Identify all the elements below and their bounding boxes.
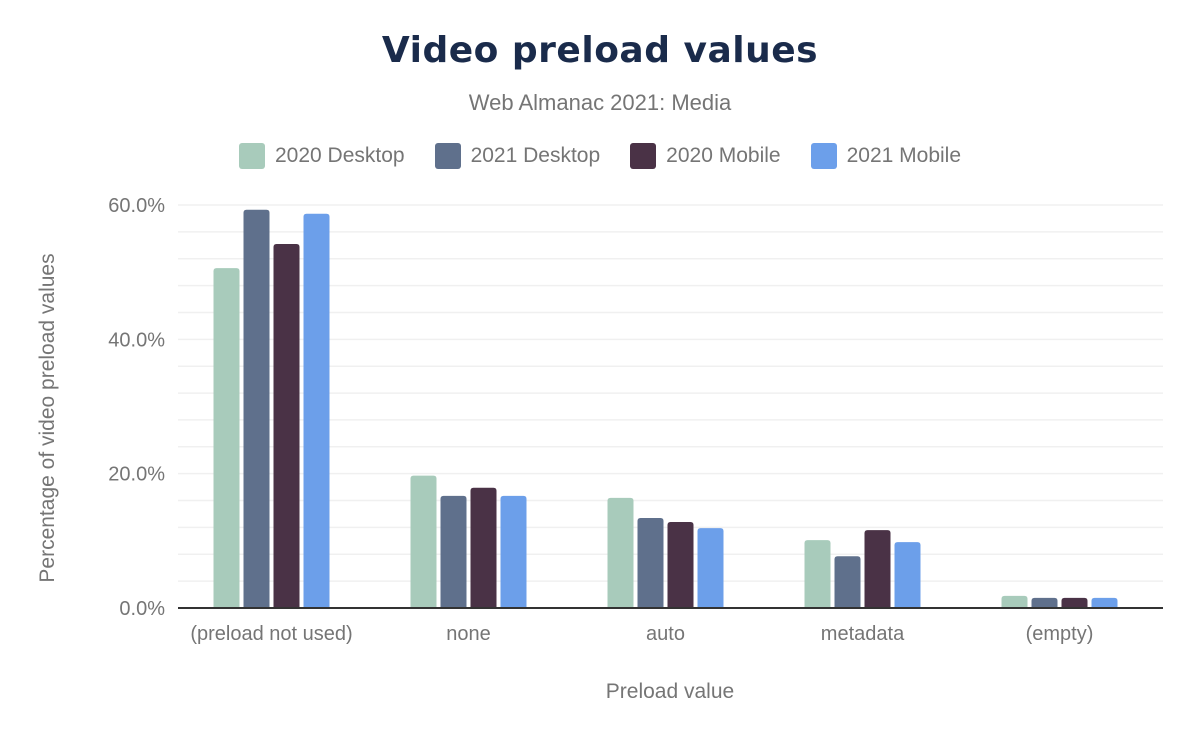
legend-item[interactable]: 2020 Mobile [630, 143, 781, 169]
x-tick-label: auto [646, 623, 685, 645]
bar-2020-mobile [470, 487, 497, 608]
bar-2020-desktop [410, 475, 437, 608]
x-tick-label: (empty) [1026, 623, 1094, 645]
bar-2020-desktop [804, 540, 831, 608]
bar-2020-mobile [1061, 597, 1088, 608]
bar-2020-mobile [667, 522, 694, 608]
legend-item[interactable]: 2021 Mobile [810, 143, 962, 169]
bar-2021-mobile [500, 495, 527, 608]
y-tick-label: 60.0% [108, 195, 165, 217]
bar-2020-desktop [607, 497, 634, 608]
chart-title: Video preload values [381, 30, 819, 71]
bar-2021-desktop [834, 556, 861, 608]
bar-2021-mobile [894, 542, 921, 608]
legend-item[interactable]: 2021 Desktop [434, 143, 601, 169]
bar-2021-desktop [440, 495, 467, 608]
legend: 2020 Desktop 2021 Desktop 2020 Mobile 2021 … [0, 143, 1200, 169]
legend-item[interactable]: 2020 Desktop [238, 143, 405, 169]
x-tick-label: none [446, 623, 491, 645]
y-axis-title: Percentage of video preload values [36, 253, 59, 582]
bar-2020-mobile [864, 530, 891, 608]
bar-2020-desktop [213, 268, 240, 608]
bar-2021-mobile [1091, 597, 1118, 608]
legend-swatch [810, 143, 837, 169]
y-tick-label: 20.0% [108, 464, 165, 486]
legend-swatch [630, 143, 657, 169]
legend-label: 2020 Mobile [666, 144, 781, 167]
bar-2021-mobile [303, 213, 330, 608]
legend-swatch [238, 143, 265, 169]
bar-2020-desktop [1001, 595, 1028, 608]
x-tick-label: (preload not used) [190, 623, 352, 645]
x-tick-label: metadata [821, 623, 905, 645]
bar-2021-desktop [637, 517, 664, 608]
bar-2021-desktop [1031, 597, 1058, 608]
legend-label: 2020 Desktop [274, 144, 405, 167]
y-tick-label: 40.0% [108, 329, 165, 351]
legend-swatch [434, 143, 461, 169]
x-axis-title: Preload value [606, 680, 734, 703]
legend-label: 2021 Mobile [846, 144, 962, 167]
chart-subtitle: Web Almanac 2021: Media [468, 90, 732, 115]
y-tick-label: 0.0% [119, 598, 165, 620]
bar-2021-mobile [697, 528, 724, 608]
legend-label: 2021 Desktop [470, 144, 601, 167]
bar-2020-mobile [273, 243, 300, 608]
bar-2021-desktop [243, 209, 270, 608]
